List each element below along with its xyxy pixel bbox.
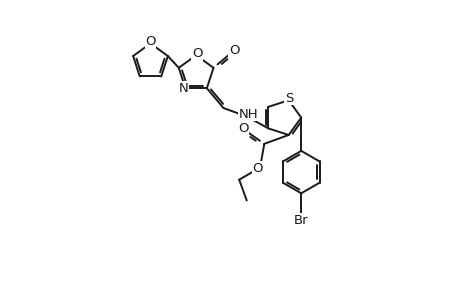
Text: Br: Br: [293, 214, 308, 227]
Text: O: O: [229, 44, 239, 57]
Text: O: O: [252, 162, 263, 175]
Text: O: O: [191, 47, 202, 60]
Text: NH: NH: [238, 108, 258, 121]
Text: S: S: [285, 92, 293, 105]
Text: O: O: [145, 35, 156, 48]
Text: N: N: [179, 82, 188, 95]
Text: O: O: [237, 122, 248, 135]
